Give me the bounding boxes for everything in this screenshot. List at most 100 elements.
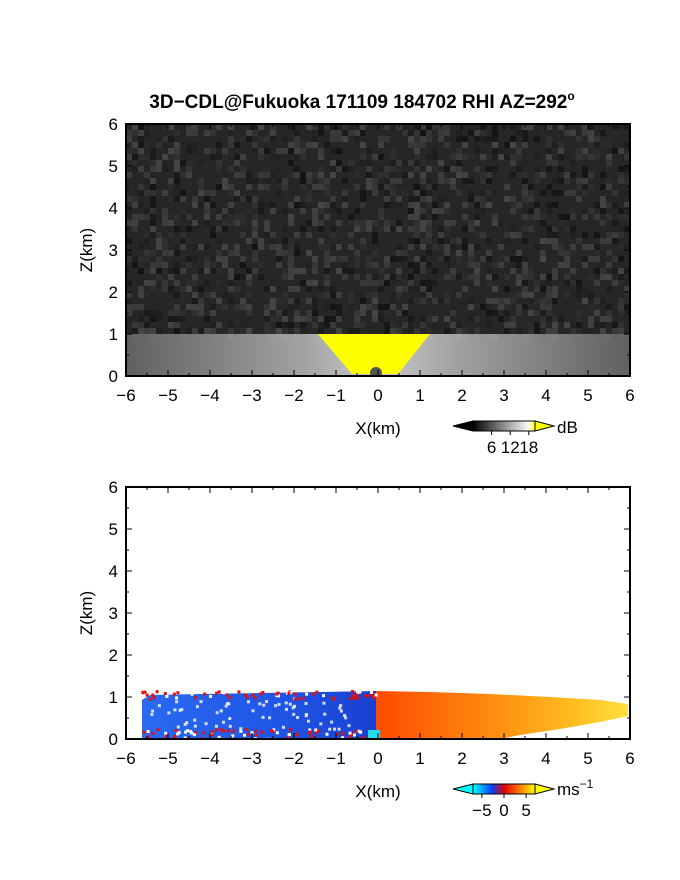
noise-cell <box>264 226 270 232</box>
noise-cell <box>384 304 390 310</box>
intensity-ylabel: Z(km) <box>77 228 96 272</box>
noise-cell <box>408 262 414 268</box>
noise-cell <box>618 226 624 232</box>
speckle-cell <box>348 735 352 739</box>
speckle-cell <box>156 728 160 732</box>
intensity-xlabel: X(km) <box>355 419 400 438</box>
noise-field <box>126 124 630 340</box>
noise-cell <box>534 172 540 178</box>
speckle-cell <box>184 730 188 734</box>
noise-cell <box>228 328 234 334</box>
noise-cell <box>426 286 432 292</box>
speckle-cell <box>366 694 370 698</box>
noise-cell <box>426 244 432 250</box>
noise-cell <box>480 148 486 154</box>
speckle-cell <box>274 704 278 708</box>
noise-cell <box>318 184 324 190</box>
noise-cell <box>606 214 612 220</box>
noise-cell <box>228 280 234 286</box>
noise-cell <box>204 280 210 286</box>
noise-cell <box>426 190 432 196</box>
noise-cell <box>162 136 168 142</box>
noise-cell <box>570 226 576 232</box>
noise-cell <box>174 220 180 226</box>
noise-cell <box>468 178 474 184</box>
speckle-cell <box>314 730 318 734</box>
noise-cell <box>444 328 450 334</box>
noise-cell <box>324 262 330 268</box>
noise-cell <box>138 130 144 136</box>
noise-cell <box>132 214 138 220</box>
noise-cell <box>408 226 414 232</box>
noise-cell <box>234 142 240 148</box>
noise-cell <box>390 184 396 190</box>
noise-cell <box>558 190 564 196</box>
noise-cell <box>174 226 180 232</box>
noise-cell <box>582 166 588 172</box>
noise-cell <box>306 292 312 298</box>
noise-cell <box>606 184 612 190</box>
noise-cell <box>522 256 528 262</box>
noise-cell <box>606 286 612 292</box>
noise-cell <box>510 154 516 160</box>
noise-cell <box>624 304 630 310</box>
noise-cell <box>582 154 588 160</box>
noise-cell <box>474 298 480 304</box>
noise-cell <box>168 274 174 280</box>
noise-cell <box>516 154 522 160</box>
noise-cell <box>150 268 156 274</box>
noise-cell <box>366 304 372 310</box>
noise-cell <box>582 232 588 238</box>
noise-cell <box>330 244 336 250</box>
noise-cell <box>468 262 474 268</box>
noise-cell <box>396 280 402 286</box>
noise-cell <box>498 148 504 154</box>
noise-cell <box>204 328 210 334</box>
noise-cell <box>366 280 372 286</box>
noise-cell <box>396 226 402 232</box>
noise-cell <box>276 310 282 316</box>
noise-cell <box>246 298 252 304</box>
boundary-layer-echo <box>126 334 630 376</box>
noise-cell <box>246 136 252 142</box>
noise-cell <box>228 136 234 142</box>
noise-cell <box>288 238 294 244</box>
noise-cell <box>486 298 492 304</box>
noise-cell <box>252 190 258 196</box>
noise-cell <box>204 196 210 202</box>
intensity-xtick-label: −6 <box>116 386 135 405</box>
noise-cell <box>540 268 546 274</box>
noise-cell <box>432 208 438 214</box>
noise-cell <box>618 166 624 172</box>
noise-cell <box>150 214 156 220</box>
noise-cell <box>144 142 150 148</box>
noise-cell <box>240 220 246 226</box>
noise-cell <box>270 280 276 286</box>
noise-cell <box>198 268 204 274</box>
noise-cell <box>588 202 594 208</box>
noise-cell <box>276 154 282 160</box>
noise-cell <box>360 238 366 244</box>
speckle-cell <box>296 715 300 719</box>
speckle-cell <box>354 730 358 734</box>
noise-cell <box>204 292 210 298</box>
noise-cell <box>420 178 426 184</box>
noise-cell <box>360 226 366 232</box>
noise-cell <box>294 268 300 274</box>
noise-cell <box>456 166 462 172</box>
noise-cell <box>318 292 324 298</box>
noise-cell <box>426 280 432 286</box>
noise-cell <box>378 280 384 286</box>
noise-cell <box>276 148 282 154</box>
noise-cell <box>546 280 552 286</box>
noise-cell <box>210 226 216 232</box>
noise-cell <box>348 220 354 226</box>
noise-cell <box>198 178 204 184</box>
noise-cell <box>330 172 336 178</box>
noise-cell <box>456 322 462 328</box>
noise-cell <box>348 274 354 280</box>
noise-cell <box>414 328 420 334</box>
speckle-cell <box>253 696 257 700</box>
noise-cell <box>234 154 240 160</box>
noise-cell <box>240 322 246 328</box>
